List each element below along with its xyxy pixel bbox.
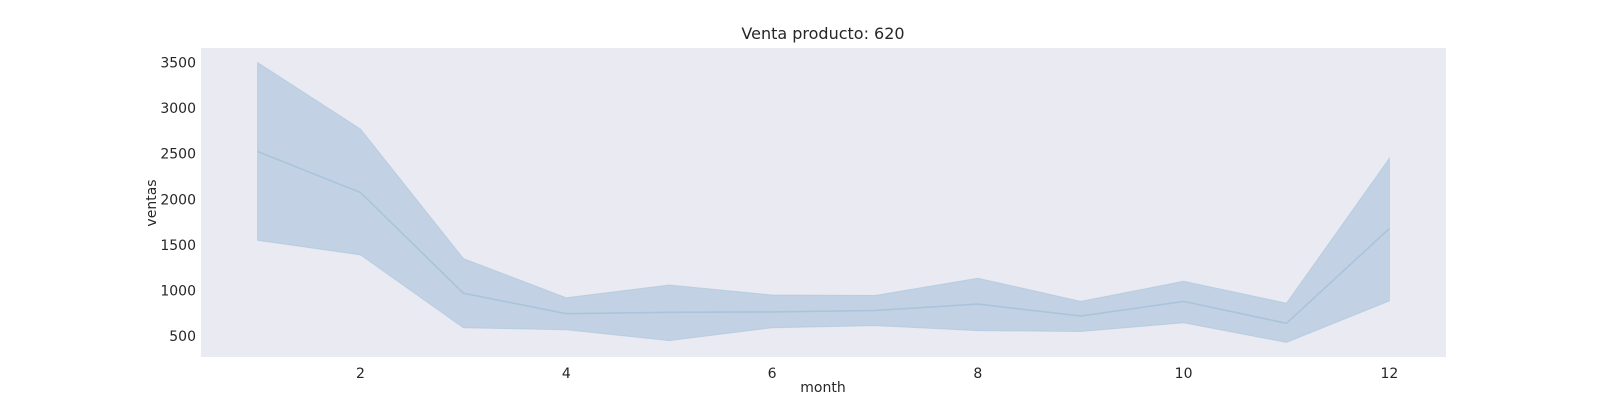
confidence-band-layer — [257, 61, 1390, 343]
y-tick-label: 2000 — [160, 192, 196, 208]
y-tick-label: 3500 — [160, 56, 196, 72]
chart-title: Venta producto: 620 — [741, 24, 904, 43]
x-tick-label: 12 — [1380, 366, 1398, 382]
series-line-layer — [257, 150, 1390, 325]
y-tick-label: 2500 — [160, 147, 196, 163]
x-tick-label: 6 — [768, 366, 777, 382]
y-tick-label: 500 — [169, 329, 196, 345]
y-tick-labels: 500 1000 1500 2000 2500 3000 3500 — [160, 56, 196, 345]
x-axis-label: month — [800, 380, 845, 396]
y-axis-label: ventas — [144, 179, 160, 226]
x-tick-label: 8 — [973, 366, 982, 382]
x-tick-label: 10 — [1175, 366, 1193, 382]
x-tick-labels: 2 4 6 8 10 12 — [356, 366, 1398, 382]
y-tick-label: 1000 — [160, 284, 196, 300]
y-tick-label: 3000 — [160, 101, 196, 117]
x-tick-label: 4 — [562, 366, 571, 382]
series-line — [257, 150, 1390, 325]
y-tick-label: 1500 — [160, 238, 196, 254]
x-tick-label: 2 — [356, 366, 365, 382]
confidence-band — [257, 61, 1390, 343]
